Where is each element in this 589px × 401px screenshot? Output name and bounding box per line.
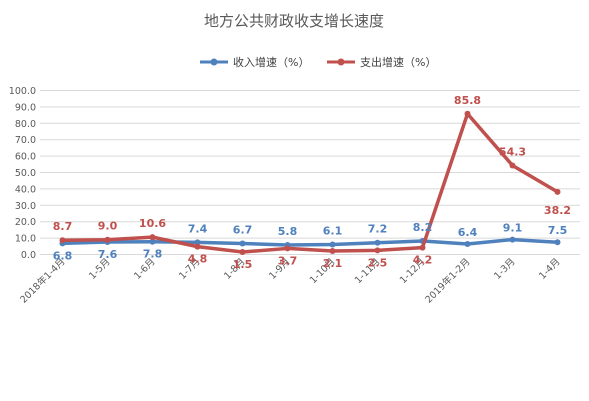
- data-point: [464, 110, 471, 117]
- y-tick-label: 70.0: [15, 135, 36, 146]
- data-point: [59, 237, 66, 244]
- data-label: 1.5: [233, 258, 253, 271]
- y-tick-label: 20.0: [15, 217, 36, 228]
- data-label: 54.3: [499, 145, 526, 158]
- data-point: [239, 249, 246, 256]
- y-tick-label: 80.0: [15, 119, 36, 130]
- data-point: [329, 241, 336, 248]
- data-label: 3.7: [278, 254, 298, 267]
- data-label: 6.8: [53, 249, 73, 262]
- data-label: 7.4: [188, 222, 208, 235]
- data-label: 6.1: [323, 224, 343, 237]
- y-axis-ticks: 0.0 10.0 20.0 30.0 40.0 50.0 60.0 70.0 80.0 90.0 1…: [9, 86, 36, 261]
- x-tick-label: 1-4月: [537, 256, 562, 281]
- legend-marker-income: [210, 58, 218, 66]
- data-point: [509, 162, 516, 169]
- data-point: [329, 248, 336, 255]
- data-point: [149, 234, 156, 241]
- data-point: [284, 245, 291, 252]
- data-label: 7.2: [368, 223, 388, 236]
- data-point: [149, 238, 156, 245]
- data-label: 4.2: [413, 254, 433, 267]
- legend-label-expense: 支出增速（%）: [360, 55, 436, 69]
- series-lines: [59, 110, 561, 256]
- data-point: [509, 236, 516, 243]
- data-label: 5.8: [278, 225, 298, 238]
- series-line-1: [60, 112, 560, 254]
- y-tick-label: 40.0: [15, 184, 36, 195]
- data-point: [194, 243, 201, 250]
- data-label: 7.6: [98, 248, 118, 261]
- data-label: 8.7: [53, 220, 73, 233]
- data-label: 7.5: [548, 224, 568, 237]
- y-tick-label: 50.0: [15, 168, 36, 179]
- data-label: 8.2: [413, 221, 433, 234]
- data-labels: 6.8 7.6 7.8 7.4 6.7 5.8 6.1 7.2 8.2 6.4 9.1 7.5 8.7 9…: [53, 94, 571, 271]
- data-label: 6.4: [458, 226, 478, 239]
- y-tick-label: 90.0: [15, 102, 36, 113]
- legend: 收入增速（%） 支出增速（%）: [200, 55, 436, 69]
- data-label: 4.8: [188, 253, 208, 266]
- data-point: [419, 244, 426, 251]
- y-tick-label: 60.0: [15, 152, 36, 163]
- data-point: [104, 236, 111, 243]
- y-tick-label: 100.0: [9, 86, 36, 97]
- y-tick-label: 30.0: [15, 201, 36, 212]
- data-point: [374, 247, 381, 254]
- data-label: 10.6: [139, 217, 166, 230]
- data-label: 9.1: [503, 222, 523, 235]
- series-line-0: [60, 237, 560, 247]
- chart-title: 地方公共财政收支增长速度: [204, 12, 384, 30]
- legend-label-income: 收入增速（%）: [233, 55, 309, 69]
- legend-marker-expense: [337, 58, 345, 66]
- x-tick-label: 1-3月: [492, 256, 517, 281]
- data-label: 6.7: [233, 224, 253, 237]
- data-label: 2.5: [368, 256, 388, 269]
- data-label: 9.0: [98, 220, 118, 233]
- data-label: 2.1: [323, 257, 343, 270]
- y-tick-label: 10.0: [15, 234, 36, 245]
- data-point: [554, 188, 561, 195]
- y-tick-label: 0.0: [21, 250, 36, 261]
- data-label: 38.2: [544, 204, 571, 217]
- x-tick-label: 2018年1-4月: [18, 256, 68, 306]
- data-point: [194, 239, 201, 246]
- data-point: [239, 240, 246, 247]
- data-label: 85.8: [454, 94, 481, 107]
- data-point: [464, 241, 471, 248]
- data-point: [374, 239, 381, 246]
- data-point: [554, 239, 561, 246]
- gridlines: [40, 90, 580, 255]
- data-label: 7.8: [143, 248, 163, 261]
